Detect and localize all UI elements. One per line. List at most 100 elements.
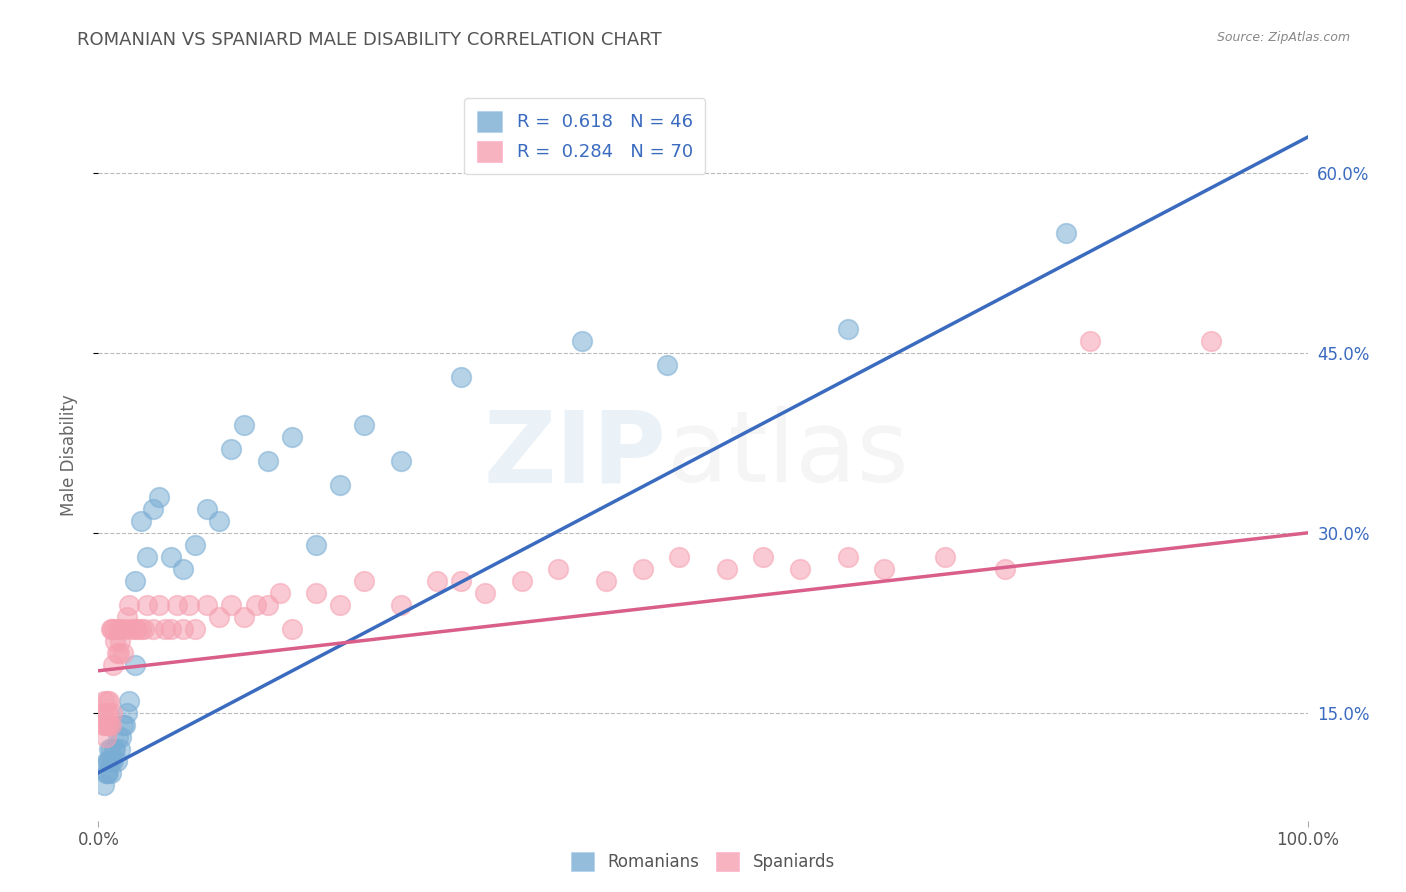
Point [107, 622, 129, 636]
Y-axis label: Male Disability: Male Disability [59, 394, 77, 516]
Point [120, 622, 142, 636]
Point [105, 754, 128, 768]
Point [789, 562, 811, 576]
Point [668, 549, 690, 564]
Point [1078, 334, 1101, 348]
Text: atlas: atlas [666, 407, 908, 503]
Point [110, 730, 132, 744]
Point [281, 622, 304, 636]
Point [93, 706, 115, 720]
Text: Source: ZipAtlas.com: Source: ZipAtlas.com [1216, 31, 1350, 45]
Point [96, 765, 118, 780]
Point [994, 562, 1017, 576]
Point [98, 741, 121, 756]
Point [108, 633, 131, 648]
Point [245, 598, 267, 612]
Point [97, 754, 120, 768]
Text: ZIP: ZIP [484, 407, 666, 503]
Point [124, 622, 146, 636]
Point [104, 633, 127, 648]
Point [93, 694, 115, 708]
Point [256, 454, 278, 468]
Point [426, 574, 449, 588]
Point [160, 622, 183, 636]
Point [389, 454, 412, 468]
Point [269, 586, 291, 600]
Point [103, 622, 125, 636]
Point [184, 538, 207, 552]
Point [111, 717, 134, 731]
Point [100, 706, 122, 720]
Point [752, 549, 775, 564]
Point [94, 730, 117, 744]
Point [450, 574, 472, 588]
Point [103, 741, 125, 756]
Point [94, 717, 117, 731]
Point [104, 741, 127, 756]
Point [353, 417, 375, 432]
Legend: Romanians, Spaniards: Romanians, Spaniards [562, 843, 844, 880]
Point [655, 358, 678, 372]
Point [389, 598, 412, 612]
Point [172, 622, 194, 636]
Point [142, 622, 165, 636]
Point [96, 706, 118, 720]
Point [97, 717, 120, 731]
Point [100, 765, 122, 780]
Point [124, 657, 146, 672]
Point [631, 562, 654, 576]
Point [111, 646, 134, 660]
Point [118, 694, 141, 708]
Point [166, 598, 188, 612]
Point [114, 622, 136, 636]
Point [98, 694, 121, 708]
Point [100, 741, 122, 756]
Point [108, 741, 131, 756]
Point [221, 442, 243, 456]
Point [716, 562, 738, 576]
Point [595, 574, 617, 588]
Point [329, 478, 352, 492]
Point [91, 717, 114, 731]
Point [148, 598, 170, 612]
Point [142, 501, 165, 516]
Point [1054, 226, 1077, 240]
Point [571, 334, 593, 348]
Point [934, 549, 956, 564]
Point [110, 622, 132, 636]
Point [135, 549, 157, 564]
Point [195, 501, 218, 516]
Point [94, 765, 117, 780]
Point [98, 717, 121, 731]
Point [100, 754, 122, 768]
Point [547, 562, 569, 576]
Point [148, 490, 170, 504]
Point [474, 586, 496, 600]
Point [129, 622, 152, 636]
Point [101, 657, 124, 672]
Point [93, 778, 115, 792]
Point [135, 598, 157, 612]
Point [134, 622, 156, 636]
Point [256, 598, 278, 612]
Point [96, 754, 118, 768]
Point [172, 562, 194, 576]
Point [98, 754, 121, 768]
Point [510, 574, 533, 588]
Point [97, 706, 120, 720]
Point [101, 754, 124, 768]
Point [281, 430, 304, 444]
Point [124, 574, 146, 588]
Point [127, 622, 149, 636]
Legend: R =  0.618   N = 46, R =  0.284   N = 70: R = 0.618 N = 46, R = 0.284 N = 70 [464, 98, 706, 174]
Point [232, 609, 254, 624]
Point [329, 598, 352, 612]
Point [96, 694, 118, 708]
Point [100, 622, 122, 636]
Point [179, 598, 201, 612]
Point [208, 514, 231, 528]
Point [208, 609, 231, 624]
Point [100, 717, 122, 731]
Point [129, 514, 152, 528]
Point [160, 549, 183, 564]
